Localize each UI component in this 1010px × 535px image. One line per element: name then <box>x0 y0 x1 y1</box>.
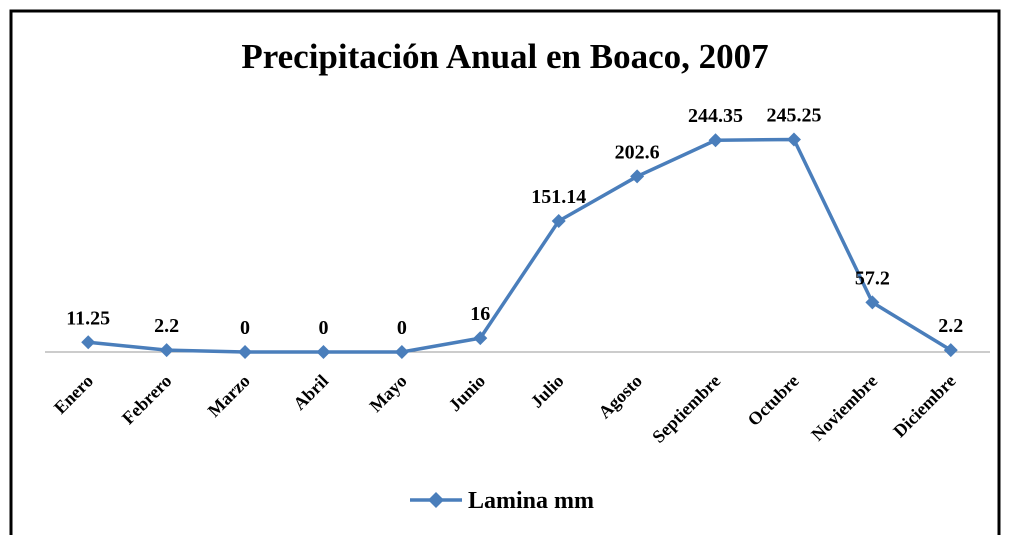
data-label: 57.2 <box>855 267 890 289</box>
point-marker <box>865 295 880 310</box>
series-line <box>88 137 952 354</box>
data-label: 151.14 <box>531 186 586 208</box>
point-marker <box>81 335 96 350</box>
point-marker <box>786 132 801 147</box>
point-marker <box>943 343 958 358</box>
point-marker <box>630 169 645 184</box>
data-label: 0 <box>397 317 407 339</box>
data-label: 0 <box>240 317 250 339</box>
point-marker <box>551 214 566 229</box>
data-label: 202.6 <box>615 141 660 163</box>
point-marker <box>316 345 331 359</box>
data-label: 2.2 <box>154 315 179 337</box>
point-marker <box>238 345 253 359</box>
legend-label: Lamina mm <box>468 488 594 514</box>
data-label: 2.2 <box>938 315 963 337</box>
data-label: 244.35 <box>688 105 743 127</box>
point-marker <box>708 133 723 148</box>
data-label: 0 <box>318 317 328 339</box>
data-label: 245.25 <box>766 104 821 126</box>
data-label: 16 <box>470 303 490 325</box>
chart-title: Precipitación Anual en Boaco, 2007 <box>241 37 768 76</box>
point-marker <box>473 331 488 346</box>
legend-marker <box>428 492 444 508</box>
point-marker <box>159 343 174 358</box>
chart-frame <box>9 9 1001 535</box>
data-label: 11.25 <box>66 307 110 329</box>
point-marker <box>394 345 409 359</box>
